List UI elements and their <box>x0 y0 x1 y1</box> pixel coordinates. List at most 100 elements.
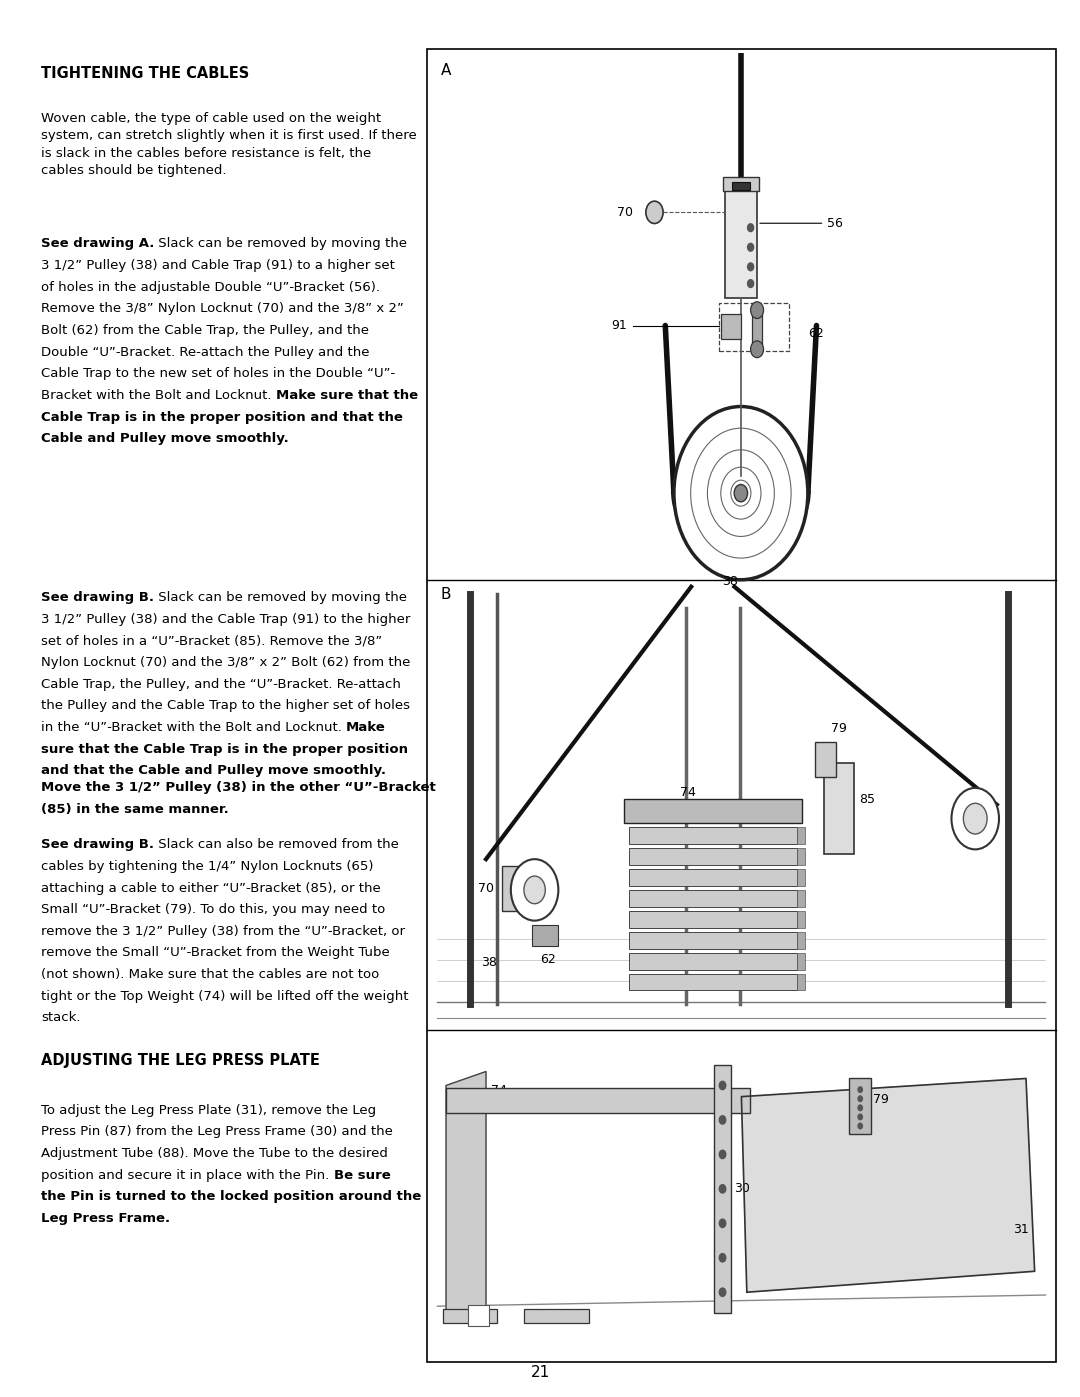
Text: of holes in the adjustable Double “U”-Bracket (56).: of holes in the adjustable Double “U”-Br… <box>41 281 380 293</box>
Bar <box>624 799 802 823</box>
Bar <box>824 763 854 854</box>
Text: position and secure it in place with the Pin.: position and secure it in place with the… <box>41 1168 334 1182</box>
Text: 31: 31 <box>1013 1224 1029 1236</box>
Text: tight or the Top Weight (74) will be lifted off the weight: tight or the Top Weight (74) will be lif… <box>41 990 408 1003</box>
Text: remove the Small “U”-Bracket from the Weight Tube: remove the Small “U”-Bracket from the We… <box>41 947 390 960</box>
Text: 56: 56 <box>760 217 843 229</box>
Text: 30: 30 <box>734 1182 750 1196</box>
Text: Press Pin (87) from the Leg Press Frame (30) and the: Press Pin (87) from the Leg Press Frame … <box>41 1126 393 1139</box>
Text: 79: 79 <box>832 722 847 735</box>
Text: 85: 85 <box>860 792 875 806</box>
Text: 70: 70 <box>478 882 495 895</box>
Text: See drawing B.: See drawing B. <box>41 591 154 604</box>
Bar <box>629 911 797 928</box>
Circle shape <box>719 1150 726 1158</box>
Text: Double “U”-Bracket. Re-attach the Pulley and the: Double “U”-Bracket. Re-attach the Pulley… <box>41 345 369 359</box>
Text: 74: 74 <box>680 787 697 799</box>
Text: remove the 3 1/2” Pulley (38) from the “U”-Bracket, or: remove the 3 1/2” Pulley (38) from the “… <box>41 925 405 937</box>
Text: To adjust the Leg Press Plate (31), remove the Leg: To adjust the Leg Press Plate (31), remo… <box>41 1104 376 1116</box>
Text: sure that the Cable Trap is in the proper position: sure that the Cable Trap is in the prope… <box>41 742 408 756</box>
Bar <box>797 890 806 907</box>
Text: Remove the 3/8” Nylon Locknut (70) and the 3/8” x 2”: Remove the 3/8” Nylon Locknut (70) and t… <box>41 303 404 316</box>
Text: attaching a cable to either “U”-Bracket (85), or the: attaching a cable to either “U”-Bracket … <box>41 882 381 894</box>
Text: the Pulley and the Cable Trap to the higher set of holes: the Pulley and the Cable Trap to the hig… <box>41 698 410 712</box>
Text: Bracket with the Bolt and Locknut.: Bracket with the Bolt and Locknut. <box>41 388 275 402</box>
Circle shape <box>751 341 764 358</box>
Bar <box>629 869 797 886</box>
Text: Leg Press Frame.: Leg Press Frame. <box>41 1213 171 1225</box>
Text: 65: 65 <box>535 893 551 907</box>
Bar <box>849 1078 870 1134</box>
Bar <box>629 974 797 990</box>
Text: Nylon Locknut (70) and the 3/8” x 2” Bolt (62) from the: Nylon Locknut (70) and the 3/8” x 2” Bol… <box>41 655 410 669</box>
Text: Woven cable, the type of cable used on the weight
system, can stretch slightly w: Woven cable, the type of cable used on t… <box>41 112 417 177</box>
Text: 70: 70 <box>617 205 633 219</box>
Bar <box>732 182 750 190</box>
Bar <box>629 953 797 970</box>
Text: 62: 62 <box>808 327 824 341</box>
Text: See drawing B.: See drawing B. <box>41 838 154 851</box>
Text: Cable and Pulley move smoothly.: Cable and Pulley move smoothly. <box>41 432 288 446</box>
Bar <box>797 869 806 886</box>
Circle shape <box>951 788 999 849</box>
Text: in the “U”-Bracket with the Bolt and Locknut.: in the “U”-Bracket with the Bolt and Loc… <box>41 721 347 733</box>
Circle shape <box>751 302 764 319</box>
Text: and that the Cable and Pulley move smoothly.: and that the Cable and Pulley move smoot… <box>41 764 386 777</box>
Bar <box>715 1065 730 1313</box>
Text: Make: Make <box>347 721 386 733</box>
Circle shape <box>719 1116 726 1125</box>
Text: Slack can be removed by moving the: Slack can be removed by moving the <box>154 237 407 250</box>
Circle shape <box>963 803 987 834</box>
Circle shape <box>859 1087 862 1092</box>
Circle shape <box>859 1115 862 1120</box>
Circle shape <box>524 876 545 904</box>
Bar <box>502 866 529 911</box>
Bar <box>629 932 797 949</box>
Circle shape <box>734 485 747 502</box>
Bar <box>797 848 806 865</box>
Text: Slack can also be removed from the: Slack can also be removed from the <box>154 838 399 851</box>
Bar <box>629 890 797 907</box>
Bar <box>797 827 806 844</box>
Bar <box>752 310 762 345</box>
Text: Move the 3 1/2” Pulley (38) in the other “U”-Bracket: Move the 3 1/2” Pulley (38) in the other… <box>41 781 436 793</box>
Text: Cable Trap, the Pulley, and the “U”-Bracket. Re-attach: Cable Trap, the Pulley, and the “U”-Brac… <box>41 678 401 690</box>
Bar <box>629 848 797 865</box>
Text: 21: 21 <box>530 1365 550 1380</box>
Text: 79: 79 <box>873 1092 889 1106</box>
Text: 38: 38 <box>481 956 497 968</box>
Text: Cable Trap to the new set of holes in the Double “U”-: Cable Trap to the new set of holes in th… <box>41 367 395 380</box>
Circle shape <box>719 1185 726 1193</box>
Text: Be sure: Be sure <box>334 1168 390 1182</box>
Bar <box>629 827 797 844</box>
Text: Make sure that the: Make sure that the <box>275 388 418 402</box>
Text: B: B <box>441 587 451 602</box>
Circle shape <box>859 1105 862 1111</box>
Text: A: A <box>441 63 451 78</box>
Bar <box>725 191 757 298</box>
Bar <box>719 303 789 351</box>
Circle shape <box>719 1220 726 1228</box>
Bar <box>797 932 806 949</box>
Circle shape <box>719 1253 726 1261</box>
Text: 62: 62 <box>540 953 556 965</box>
Bar <box>797 974 806 990</box>
Bar <box>443 1309 497 1323</box>
Circle shape <box>511 859 558 921</box>
Text: 74: 74 <box>491 1084 508 1097</box>
Circle shape <box>747 224 754 232</box>
Text: set of holes in a “U”-Bracket (85). Remove the 3/8”: set of holes in a “U”-Bracket (85). Remo… <box>41 634 382 647</box>
Text: Small “U”-Bracket (79). To do this, you may need to: Small “U”-Bracket (79). To do this, you … <box>41 904 386 916</box>
Text: (not shown). Make sure that the cables are not too: (not shown). Make sure that the cables a… <box>41 968 379 981</box>
Text: (85) in the same manner.: (85) in the same manner. <box>41 802 229 816</box>
Bar <box>427 49 1056 1362</box>
Circle shape <box>747 279 754 288</box>
Text: 91: 91 <box>611 319 627 332</box>
Text: the Pin is turned to the locked position around the: the Pin is turned to the locked position… <box>41 1190 421 1203</box>
Circle shape <box>747 263 754 271</box>
Text: 3 1/2” Pulley (38) and Cable Trap (91) to a higher set: 3 1/2” Pulley (38) and Cable Trap (91) t… <box>41 260 395 272</box>
Circle shape <box>674 407 808 580</box>
Text: See drawing A.: See drawing A. <box>41 237 154 250</box>
Circle shape <box>719 1081 726 1090</box>
Circle shape <box>859 1123 862 1129</box>
